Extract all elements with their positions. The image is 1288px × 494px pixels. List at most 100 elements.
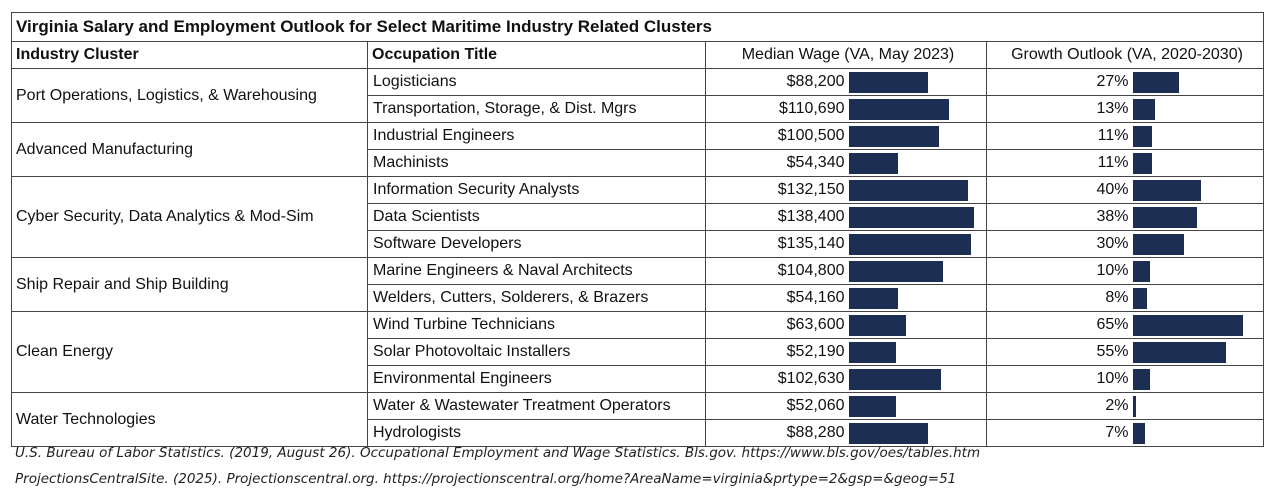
growth-outlook-bar-cell <box>1132 311 1265 339</box>
median-wage-bar-cell <box>848 203 987 231</box>
median-wage-value: $100,500 <box>705 122 849 150</box>
occupation-title-cell: Software Developers <box>367 230 706 258</box>
occupation-title-cell: Water & Wastewater Treatment Operators <box>367 392 706 420</box>
growth-outlook-bar <box>1132 126 1152 147</box>
median-wage-bar-cell <box>848 95 987 123</box>
growth-outlook-bar <box>1132 72 1179 93</box>
median-wage-bar <box>848 288 898 309</box>
median-wage-value: $52,060 <box>705 392 849 420</box>
median-wage-value: $52,190 <box>705 338 849 366</box>
occupation-title-cell: Welders, Cutters, Solderers, & Brazers <box>367 284 706 312</box>
header-growth-outlook: Growth Outlook (VA, 2020-2030) <box>985 41 1265 69</box>
salary-outlook-table: Virginia Salary and Employment Outlook f… <box>10 12 1265 447</box>
growth-outlook-value: 11% <box>986 122 1133 150</box>
median-wage-bar-cell <box>848 230 987 258</box>
median-wage-bar <box>848 72 928 93</box>
occupation-title-cell: Hydrologists <box>367 419 706 447</box>
industry-cluster-cell: Ship Repair and Ship Building <box>11 257 368 312</box>
growth-outlook-value: 8% <box>986 284 1133 312</box>
growth-outlook-bar-cell <box>1132 230 1265 258</box>
median-wage-bar-cell <box>848 284 987 312</box>
source-note-projections-central: ProjectionsCentralSite. (2025). Projecti… <box>15 471 957 487</box>
growth-outlook-bar-cell <box>1132 257 1265 285</box>
industry-cluster-cell: Port Operations, Logistics, & Warehousin… <box>11 68 368 123</box>
growth-outlook-value: 27% <box>986 68 1133 96</box>
median-wage-bar <box>848 423 928 444</box>
header-median-wage: Median Wage (VA, May 2023) <box>705 41 987 69</box>
occupation-title-cell: Logisticians <box>367 68 706 96</box>
growth-outlook-bar <box>1132 153 1152 174</box>
median-wage-bar-cell <box>848 149 987 177</box>
source-note-bls: U.S. Bureau of Labor Statistics. (2019, … <box>15 445 981 461</box>
header-occupation-title: Occupation Title <box>367 41 706 69</box>
occupation-title-cell: Marine Engineers & Naval Architects <box>367 257 706 285</box>
salary-outlook-table-frame: Virginia Salary and Employment Outlook f… <box>10 12 1265 447</box>
growth-outlook-value: 65% <box>986 311 1133 339</box>
occupation-title-cell: Machinists <box>367 149 706 177</box>
median-wage-bar-cell <box>848 257 987 285</box>
median-wage-bar <box>848 315 906 336</box>
table-row: Advanced Manufacturing Industrial Enginee… <box>11 122 1265 177</box>
median-wage-value: $110,690 <box>705 95 849 123</box>
table-row: Ship Repair and Ship Building Marine Engi… <box>11 257 1265 312</box>
table-row: Clean Energy Wind Turbine Technicians $63,… <box>11 311 1265 393</box>
median-wage-bar-cell <box>848 122 987 150</box>
growth-outlook-bar <box>1132 369 1150 390</box>
median-wage-bar-cell <box>848 176 987 204</box>
median-wage-bar-cell <box>848 311 987 339</box>
median-wage-bar <box>848 126 939 147</box>
table-row: Cyber Security, Data Analytics & Mod-Sim… <box>11 176 1265 258</box>
growth-outlook-bar <box>1132 99 1155 120</box>
median-wage-value: $104,800 <box>705 257 849 285</box>
growth-outlook-bar <box>1132 342 1226 363</box>
occupation-title-cell: Data Scientists <box>367 203 706 231</box>
growth-outlook-value: 7% <box>986 419 1133 447</box>
occupation-title-cell: Transportation, Storage, & Dist. Mgrs <box>367 95 706 123</box>
growth-outlook-bar-cell <box>1132 284 1265 312</box>
median-wage-value: $88,200 <box>705 68 849 96</box>
growth-outlook-bar-cell <box>1132 176 1265 204</box>
median-wage-bar <box>848 99 949 120</box>
table-row: Machinists $54,340 11% <box>12 149 1265 177</box>
growth-outlook-bar <box>1132 288 1147 309</box>
median-wage-bar <box>848 396 896 417</box>
median-wage-value: $63,600 <box>705 311 849 339</box>
growth-outlook-bar <box>1132 423 1145 444</box>
table-row: Software Developers $135,140 30% <box>12 230 1265 258</box>
occupation-title-cell: Solar Photovoltaic Installers <box>367 338 706 366</box>
industry-cluster-cell: Advanced Manufacturing <box>11 122 368 177</box>
growth-outlook-value: 2% <box>986 392 1133 420</box>
median-wage-bar <box>848 180 968 201</box>
source-notes: U.S. Bureau of Labor Statistics. (2019, … <box>15 440 980 492</box>
table-row: Water Technologies Water & Wastewater Tre… <box>11 392 1265 447</box>
occupation-title-cell: Environmental Engineers <box>367 365 706 393</box>
median-wage-bar <box>848 234 971 255</box>
growth-outlook-value: 38% <box>986 203 1133 231</box>
industry-cluster-cell: Water Technologies <box>11 392 368 447</box>
growth-outlook-value: 40% <box>986 176 1133 204</box>
median-wage-value: $54,160 <box>705 284 849 312</box>
growth-outlook-bar <box>1132 207 1197 228</box>
median-wage-value: $54,340 <box>705 149 849 177</box>
growth-outlook-bar <box>1132 315 1243 336</box>
table-row: Environmental Engineers $102,630 10% <box>12 365 1265 393</box>
growth-outlook-value: 10% <box>986 365 1133 393</box>
growth-outlook-value: 55% <box>986 338 1133 366</box>
table-title: Virginia Salary and Employment Outlook f… <box>10 12 1265 42</box>
growth-outlook-bar-cell <box>1132 122 1265 150</box>
median-wage-value: $102,630 <box>705 365 849 393</box>
occupation-title-cell: Industrial Engineers <box>367 122 706 150</box>
median-wage-bar <box>848 261 943 282</box>
median-wage-bar-cell <box>848 365 987 393</box>
header-industry-cluster: Industry Cluster <box>11 41 368 69</box>
median-wage-bar <box>848 342 896 363</box>
median-wage-bar <box>848 369 941 390</box>
median-wage-value: $135,140 <box>705 230 849 258</box>
industry-cluster-cell: Cyber Security, Data Analytics & Mod-Sim <box>11 176 368 258</box>
table-body: Port Operations, Logistics, & Warehousin… <box>11 68 1265 447</box>
industry-cluster-cell: Clean Energy <box>11 311 368 393</box>
growth-outlook-bar <box>1132 261 1150 282</box>
table-row: Port Operations, Logistics, & Warehousin… <box>11 68 1265 123</box>
growth-outlook-value: 30% <box>986 230 1133 258</box>
median-wage-value: $132,150 <box>705 176 849 204</box>
